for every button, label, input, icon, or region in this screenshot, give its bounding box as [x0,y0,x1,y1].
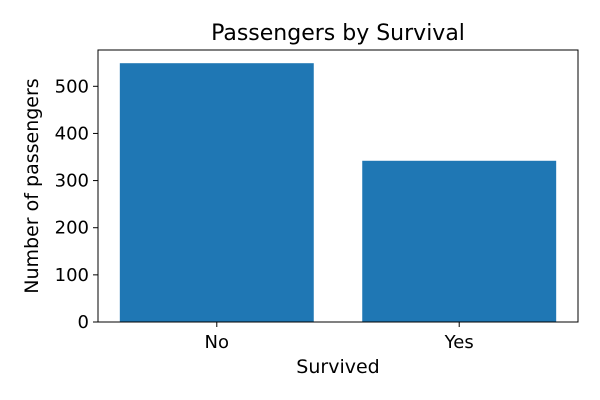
y-tick-label-500: 500 [55,76,89,97]
x-tick-label-yes: Yes [444,332,474,353]
y-tick-label-300: 300 [55,171,89,192]
chart-title: Passengers by Survival [211,21,465,46]
x-axis-label: Survived [296,356,379,378]
y-tick-label-100: 100 [55,265,89,286]
plot-frame [97,49,579,323]
y-tick-label-200: 200 [55,218,89,239]
x-tick-label-no: No [205,332,229,353]
bars-group [119,63,557,322]
bar-yes [362,160,557,322]
x-axis: No Yes [205,322,474,353]
y-tick-label-400: 400 [55,123,89,144]
bar-no [119,63,314,322]
y-axis: 0 100 200 300 400 500 [55,76,98,333]
y-axis-label: Number of passengers [21,78,43,293]
y-tick-label-0: 0 [78,312,89,333]
